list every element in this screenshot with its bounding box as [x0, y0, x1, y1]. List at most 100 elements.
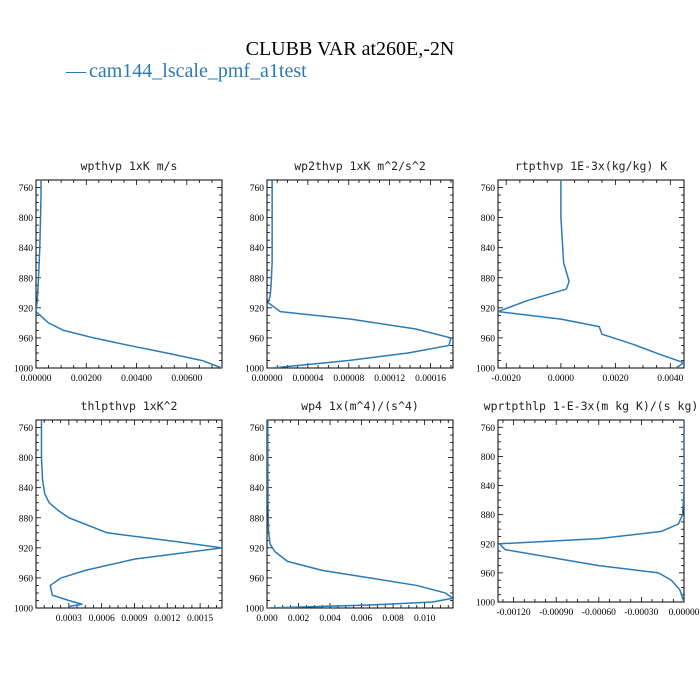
x-tick-label: 0.00600 — [171, 374, 202, 384]
x-tick-label: 0.00000 — [21, 374, 52, 384]
y-tick-label: 880 — [250, 274, 265, 284]
panel-4: thlpthvp 1xK^2 760 800 840 880 920 960 1000 0.00… — [14, 399, 223, 624]
panel-title: rtpthvp 1E-3x(kg/kg) K — [515, 159, 667, 173]
y-tick-label: 760 — [481, 424, 496, 434]
y-tick-label: 960 — [481, 334, 496, 344]
panel-1: wpthvp 1xK m/s76080084088092096010000.00… — [14, 159, 223, 384]
y-tick-label: 880 — [250, 514, 265, 524]
series-line — [267, 180, 452, 368]
panels-grid: wpthvp 1xK m/s76080084088092096010000.00… — [14, 159, 700, 624]
plot-frame — [266, 179, 454, 369]
y-tick-label: 1000 — [245, 605, 264, 615]
x-tick-label: 0.0012 — [154, 614, 180, 624]
y-tick-label: 840 — [19, 484, 34, 494]
x-tick-label: -0.0020 — [492, 374, 522, 384]
y-tick-label: 920 — [19, 304, 34, 314]
y-tick-label: 760 — [19, 184, 34, 194]
x-tick-label: 0.00004 — [292, 374, 323, 384]
x-tick-label: 0.0009 — [121, 614, 147, 624]
panel-title: wpthvp 1xK m/s — [81, 159, 178, 173]
x-tick-label: 0.00200 — [71, 374, 102, 384]
series-line — [40, 420, 222, 608]
y-tick-label: 840 — [481, 482, 496, 492]
x-tick-label: 0.00012 — [374, 374, 405, 384]
x-tick-label: 0.000 — [256, 614, 278, 624]
x-tick-label: 0.00000 — [252, 374, 283, 384]
plot-frame — [35, 419, 223, 609]
x-tick-label: 0.008 — [382, 614, 404, 624]
figure-title: CLUBB VAR at260E,-2N — [246, 38, 455, 60]
y-tick-label: 760 — [481, 184, 496, 194]
y-tick-label: 840 — [250, 244, 265, 254]
x-tick-label: 0.002 — [288, 614, 310, 624]
plot-frame — [266, 419, 454, 609]
y-tick-label: 920 — [19, 544, 34, 554]
y-tick-label: 800 — [250, 454, 265, 464]
x-tick-label: -0.00060 — [582, 608, 616, 618]
y-tick-label: 880 — [481, 511, 496, 521]
panel-title: thlpthvp 1xK^2 — [81, 399, 178, 413]
panel-3: rtpthvp 1E-3x(kg/kg) K 760 800 840 880 920 960… — [476, 159, 685, 384]
x-tick-label: 0.00016 — [415, 374, 446, 384]
x-tick-label: 0.0015 — [187, 614, 213, 624]
y-tick-label: 800 — [481, 453, 496, 463]
series-line — [36, 180, 222, 368]
y-tick-label: 960 — [250, 334, 265, 344]
y-tick-label: 880 — [19, 274, 34, 284]
y-tick-label: 840 — [481, 244, 496, 254]
y-tick-label: 840 — [250, 484, 265, 494]
panel-title: wp2thvp 1xK m^2/s^2 — [294, 159, 426, 173]
x-tick-label: 0.010 — [414, 614, 436, 624]
plot-frame — [497, 419, 685, 603]
y-tick-label: 760 — [250, 184, 265, 194]
y-tick-label: 960 — [19, 334, 34, 344]
y-tick-label: 800 — [19, 214, 34, 224]
plot-frame — [497, 179, 685, 369]
y-tick-label: 800 — [481, 214, 496, 224]
y-tick-label: 960 — [481, 569, 496, 579]
y-tick-label: 960 — [19, 574, 34, 584]
y-tick-label: 1000 — [14, 605, 33, 615]
x-tick-label: 0.004 — [319, 614, 341, 624]
y-tick-label: 880 — [481, 274, 496, 284]
x-tick-label: 0.0040 — [657, 374, 683, 384]
x-tick-label: 0.0000 — [548, 374, 574, 384]
x-tick-label: 0.0020 — [603, 374, 629, 384]
x-tick-label: 0.006 — [351, 614, 373, 624]
y-tick-label: 840 — [19, 244, 34, 254]
legend-entry-label: cam144_lscale_pmf_a1test — [89, 60, 307, 82]
panel-5: wp4 1x(m^4)/(s^4)76080084088092096010000… — [245, 399, 454, 624]
y-tick-label: 920 — [250, 304, 265, 314]
x-tick-label: -0.00090 — [539, 608, 573, 618]
y-tick-label: 880 — [19, 514, 34, 524]
series-line — [498, 180, 684, 368]
x-tick-label: -0.00030 — [624, 608, 658, 618]
y-tick-label: 960 — [250, 574, 265, 584]
panel-2: wp2thvp 1xK m^2/s^2 760 800 840 880 920 960 100… — [245, 159, 454, 384]
y-tick-label: 760 — [19, 424, 34, 434]
y-tick-label: 760 — [250, 424, 265, 434]
panel-6: wprtpthlp 1-E-3x(m kg K)/(s kg) 760 800 840… — [476, 399, 700, 618]
y-tick-label: 1000 — [14, 365, 33, 375]
y-tick-label: 1000 — [245, 365, 264, 375]
x-tick-label: 0.00000 — [669, 608, 700, 618]
series-line — [498, 420, 684, 602]
y-tick-label: 1000 — [476, 365, 495, 375]
y-tick-label: 800 — [250, 214, 265, 224]
x-tick-label: -0.00120 — [497, 608, 531, 618]
y-tick-label: 1000 — [476, 599, 495, 609]
series-line — [267, 420, 453, 608]
y-tick-label: 920 — [250, 544, 265, 554]
x-tick-label: 0.00008 — [333, 374, 364, 384]
plot-frame — [35, 179, 223, 369]
x-tick-label: 0.00400 — [121, 374, 152, 384]
panel-title: wp4 1x(m^4)/(s^4) — [301, 399, 419, 413]
panel-title: wprtpthlp 1-E-3x(m kg K)/(s kg) — [484, 399, 699, 413]
x-tick-label: 0.0006 — [89, 614, 115, 624]
y-tick-label: 920 — [481, 304, 496, 314]
x-tick-label: 0.0003 — [56, 614, 82, 624]
y-tick-label: 920 — [481, 540, 496, 550]
y-tick-label: 800 — [19, 454, 34, 464]
legend-line-marker: — — [65, 60, 87, 82]
